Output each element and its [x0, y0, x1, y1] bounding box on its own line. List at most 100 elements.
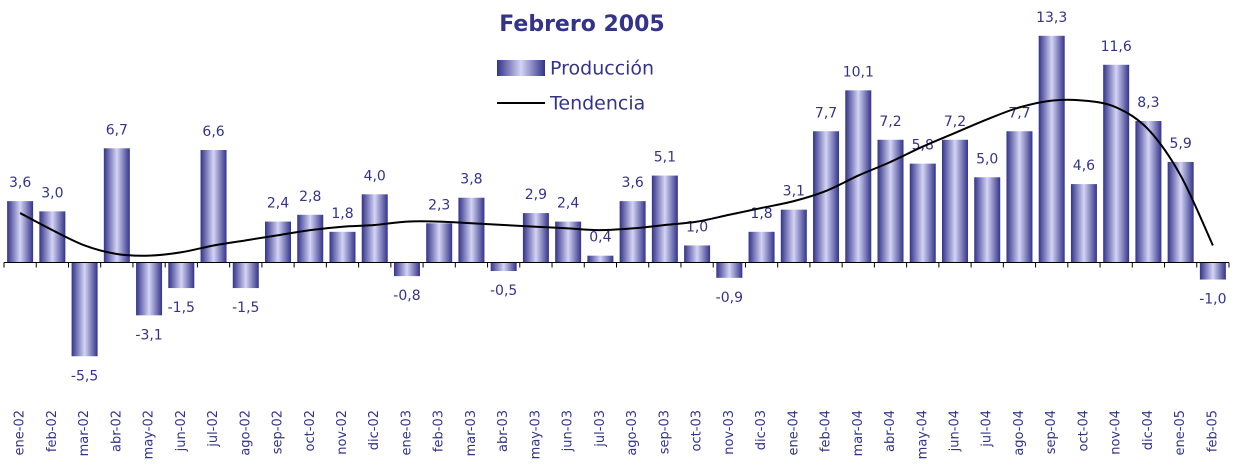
x-tick-label: oct-03: [690, 410, 705, 451]
data-label: 7,2: [944, 114, 966, 130]
bar: [1070, 184, 1097, 263]
data-label: 2,9: [525, 187, 547, 203]
data-label: 11,6: [1101, 39, 1132, 55]
x-tick-label: jun-02: [174, 410, 189, 452]
data-label: 3,6: [621, 175, 643, 191]
bar: [103, 148, 130, 263]
bar: [1167, 161, 1194, 263]
x-tick-label: abr-04: [883, 410, 898, 452]
x-tick-label: ene-05: [1173, 410, 1188, 455]
bar: [71, 262, 98, 357]
data-label: 5,9: [1170, 136, 1192, 152]
data-label: 4,0: [364, 168, 386, 184]
data-label: 7,7: [815, 105, 837, 121]
data-label: -1,0: [1199, 292, 1226, 308]
x-tick-label: sep-03: [657, 410, 672, 454]
data-label: 7,2: [879, 114, 901, 130]
bar: [619, 201, 646, 263]
bar: [909, 163, 936, 263]
x-tick-label: nov-02: [335, 410, 350, 455]
x-tick-label: nov-04: [1109, 410, 1124, 455]
bar: [1038, 35, 1065, 263]
x-tick-label: may-03: [528, 410, 543, 459]
bar: [168, 262, 195, 289]
bar: [813, 131, 840, 263]
data-label: -0,8: [393, 288, 420, 304]
bar: [361, 194, 388, 263]
bar: [458, 197, 485, 263]
x-tick-label: abr-03: [496, 410, 511, 452]
x-tick-label: mar-04: [851, 410, 866, 456]
bar: [716, 262, 743, 278]
data-label: 6,7: [106, 122, 128, 138]
data-label: -0,5: [490, 283, 517, 299]
x-tick-label: jul-03: [593, 410, 608, 448]
x-tick-label: jul-02: [206, 410, 221, 448]
data-label: 1,0: [686, 219, 708, 235]
bar: [426, 223, 453, 263]
x-tick-label: jul-04: [980, 410, 995, 448]
bar: [297, 214, 324, 263]
bar: [651, 175, 678, 263]
x-tick-label: may-04: [915, 410, 930, 459]
data-label: 3,0: [41, 185, 63, 201]
trend-line: [19, 98, 1214, 257]
data-label: -0,9: [716, 290, 743, 306]
x-tick-label: jun-03: [561, 410, 576, 452]
data-label: -5,5: [71, 368, 98, 384]
data-label: 0,4: [589, 230, 611, 246]
x-tick-label: ene-04: [786, 410, 801, 455]
data-label: 3,1: [783, 184, 805, 200]
bar: [393, 262, 420, 277]
data-label: 2,8: [299, 189, 321, 205]
bar: [941, 139, 968, 263]
x-tick-label: feb-05: [1205, 410, 1220, 452]
bar: [39, 211, 66, 263]
x-tick-label: dic-04: [1141, 410, 1156, 450]
legend-swatch: [497, 60, 545, 76]
legend-label: Producción: [550, 58, 654, 80]
x-tick-label: oct-02: [303, 410, 318, 451]
x-tick-label: mar-03: [464, 410, 479, 456]
data-label: 10,1: [843, 64, 874, 80]
x-tick-label: ene-02: [13, 410, 28, 455]
x-tick-label: mar-02: [77, 410, 92, 456]
data-label: 2,3: [428, 197, 450, 213]
data-label: 3,6: [9, 175, 31, 191]
bar: [780, 209, 807, 263]
x-tick-label: ene-03: [399, 410, 414, 455]
bar: [684, 245, 711, 263]
bar: [232, 262, 259, 289]
data-label: 2,4: [267, 196, 289, 212]
bar: [136, 262, 163, 316]
x-tick-label: may-02: [142, 410, 157, 459]
x-tick-label: feb-03: [432, 410, 447, 452]
data-label: 13,3: [1036, 10, 1067, 26]
x-tick-label: ago-04: [1012, 410, 1027, 456]
bar: [265, 221, 292, 263]
data-label: 5,1: [654, 150, 676, 166]
x-tick-label: nov-03: [722, 410, 737, 455]
bar: [1006, 131, 1033, 263]
x-tick-label: feb-02: [45, 410, 60, 452]
bar: [522, 213, 549, 263]
bar: [490, 262, 517, 272]
data-label: 3,8: [460, 172, 482, 188]
x-tick-label: ago-02: [238, 410, 253, 456]
data-label: -1,5: [232, 300, 259, 316]
x-tick-label: ago-03: [625, 410, 640, 456]
x-tick-label: abr-02: [109, 410, 124, 452]
data-label: 1,8: [331, 206, 353, 222]
x-tick-label: oct-04: [1076, 410, 1091, 451]
data-label: 8,3: [1137, 95, 1159, 111]
bar: [1199, 262, 1226, 280]
bar: [877, 139, 904, 263]
data-label: 4,6: [1073, 158, 1095, 174]
bar: [1103, 64, 1130, 263]
legend-label: Tendencia: [549, 93, 645, 115]
data-label: 5,0: [976, 151, 998, 167]
x-tick-label: feb-04: [819, 410, 834, 452]
x-tick-label: jun-04: [947, 410, 962, 452]
bar: [7, 201, 34, 263]
